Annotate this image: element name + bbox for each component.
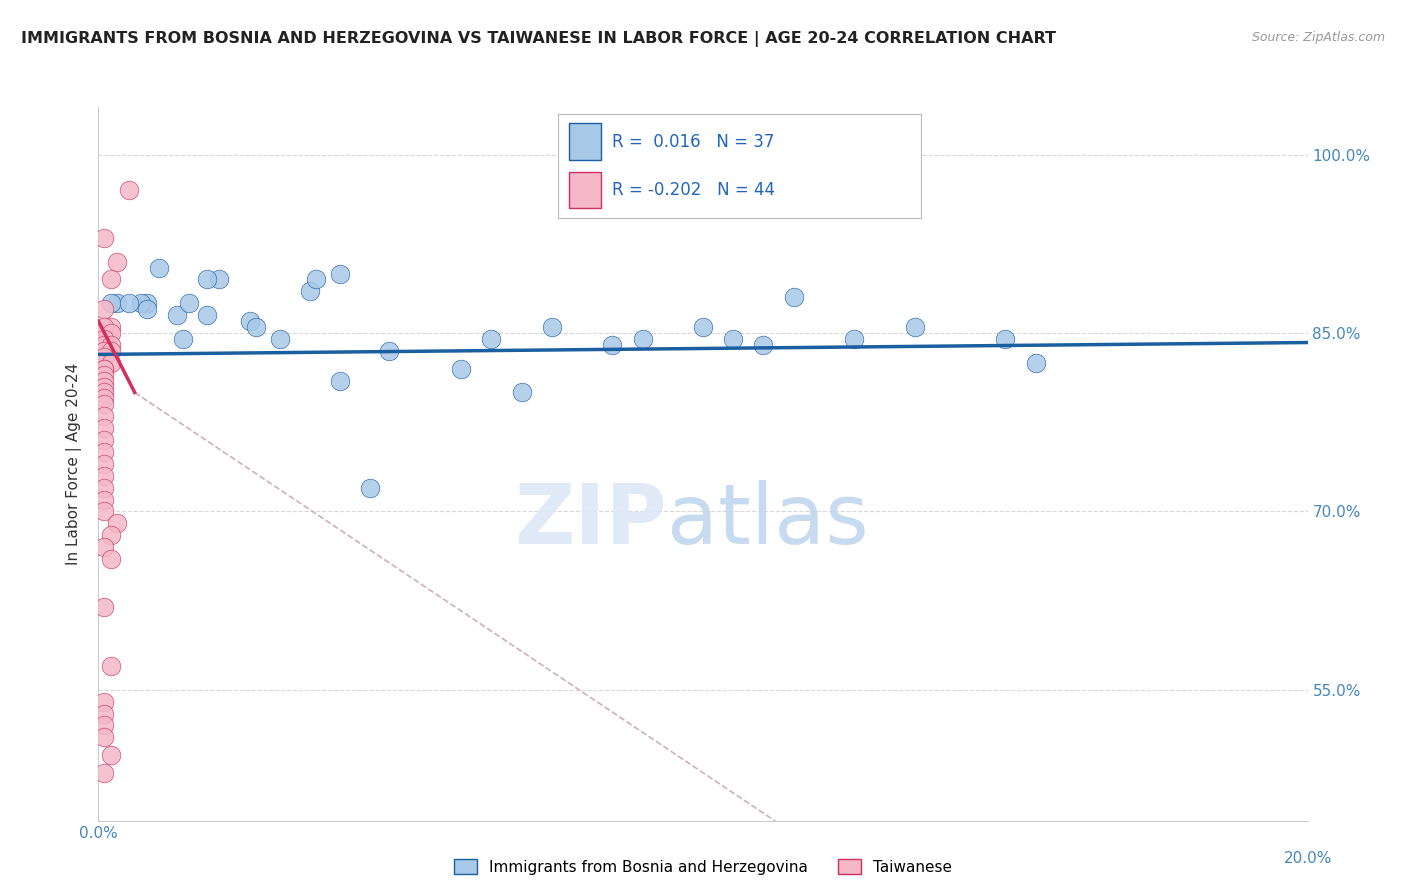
Point [105, 296, 128, 310]
Text: Source: ZipAtlas.com: Source: ZipAtlas.com [1251, 31, 1385, 45]
Point [93, 706, 115, 721]
Point [269, 332, 291, 346]
Point [93, 540, 115, 554]
Point [93, 338, 115, 352]
Point [481, 332, 503, 346]
Point [100, 343, 122, 358]
Point [93, 718, 115, 732]
Point [723, 332, 745, 346]
Text: 20.0%: 20.0% [1284, 851, 1331, 866]
Point [93, 361, 115, 376]
Point [100, 296, 122, 310]
Text: ZIP: ZIP [515, 481, 666, 561]
Point [100, 528, 122, 542]
Point [93, 343, 115, 358]
Point [692, 320, 714, 334]
Point [93, 457, 115, 471]
Point [93, 504, 115, 518]
Point [305, 272, 328, 286]
Point [93, 320, 115, 334]
Point [93, 468, 115, 483]
Point [93, 332, 115, 346]
Point [1024, 356, 1046, 370]
Point [93, 421, 115, 435]
Point [93, 392, 115, 406]
Point [179, 296, 201, 310]
Point [100, 272, 122, 286]
Point [100, 356, 122, 370]
Point [360, 481, 382, 495]
Point [129, 296, 152, 310]
Point [93, 409, 115, 424]
Point [783, 290, 806, 304]
Point [148, 260, 170, 275]
Point [166, 308, 188, 322]
Point [602, 338, 624, 352]
Point [100, 659, 122, 673]
Point [100, 338, 122, 352]
Point [540, 320, 562, 334]
Point [105, 516, 128, 531]
Point [195, 272, 218, 286]
Point [93, 385, 115, 400]
Point [93, 492, 115, 507]
Point [93, 379, 115, 393]
Point [105, 254, 128, 268]
Text: IMMIGRANTS FROM BOSNIA AND HERZEGOVINA VS TAIWANESE IN LABOR FORCE | AGE 20-24 C: IMMIGRANTS FROM BOSNIA AND HERZEGOVINA V… [21, 31, 1056, 47]
Point [135, 302, 157, 317]
Point [245, 320, 267, 334]
Point [631, 332, 654, 346]
Text: atlas: atlas [666, 481, 869, 561]
Point [752, 338, 775, 352]
Point [510, 385, 533, 400]
Point [93, 302, 115, 317]
Point [450, 361, 472, 376]
Point [172, 332, 194, 346]
Point [93, 766, 115, 780]
Legend: Immigrants from Bosnia and Herzegovina, Taiwanese: Immigrants from Bosnia and Herzegovina, … [447, 853, 959, 880]
Point [93, 361, 115, 376]
Point [93, 397, 115, 411]
Point [93, 481, 115, 495]
Point [844, 332, 866, 346]
Point [100, 326, 122, 340]
Point [100, 552, 122, 566]
Point [100, 748, 122, 763]
Y-axis label: In Labor Force | Age 20-24: In Labor Force | Age 20-24 [66, 363, 83, 565]
Point [93, 231, 115, 245]
Point [195, 308, 218, 322]
Point [93, 343, 115, 358]
Point [239, 314, 262, 328]
Point [994, 332, 1017, 346]
Point [118, 296, 141, 310]
Point [93, 599, 115, 614]
Point [93, 350, 115, 364]
Point [93, 731, 115, 745]
Point [93, 433, 115, 447]
Point [377, 343, 399, 358]
Point [93, 374, 115, 388]
Point [329, 267, 352, 281]
Point [329, 374, 352, 388]
Point [904, 320, 927, 334]
Point [118, 183, 141, 197]
Point [100, 320, 122, 334]
Point [135, 296, 157, 310]
Point [299, 285, 322, 299]
Point [93, 695, 115, 709]
Point [93, 445, 115, 459]
Point [93, 368, 115, 382]
Point [208, 272, 231, 286]
